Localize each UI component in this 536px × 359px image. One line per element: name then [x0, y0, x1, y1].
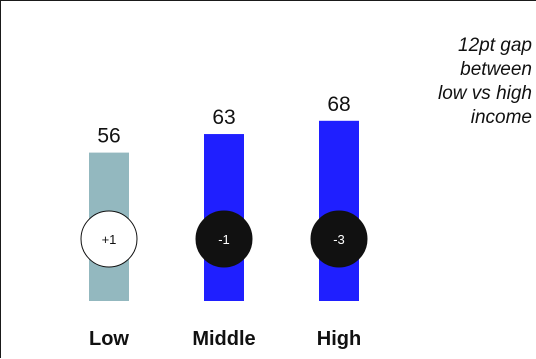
change-badge-middle [195, 210, 253, 268]
category-label-high: High [317, 328, 361, 350]
change-label-low: +1 [102, 232, 117, 247]
change-label-middle: -1 [218, 232, 230, 247]
change-label-high: -3 [333, 232, 345, 247]
value-label-high: 68 [327, 93, 350, 116]
value-label-middle: 63 [212, 106, 235, 129]
category-label-low: Low [89, 328, 129, 350]
value-label-low: 56 [97, 125, 120, 148]
change-badge-high [310, 210, 368, 268]
gap-annotation: 12pt gap between low vs high income [438, 35, 532, 128]
change-badge-low [80, 210, 138, 268]
category-label-middle: Middle [192, 328, 255, 350]
